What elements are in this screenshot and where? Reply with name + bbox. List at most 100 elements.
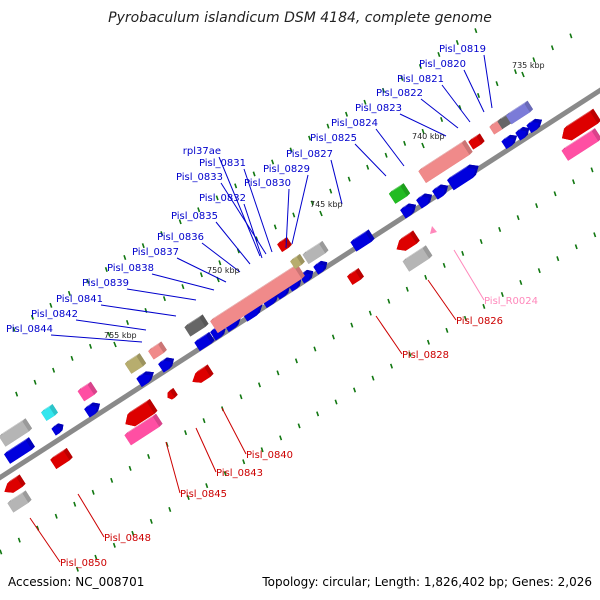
rail-tick <box>405 286 409 292</box>
gene-label-forward: Pisl_0833 <box>176 172 223 183</box>
rail-tick <box>252 171 256 177</box>
gene-0822 <box>447 164 479 191</box>
gene-0827 <box>350 229 375 252</box>
rail-tick <box>123 255 127 261</box>
kbp-label: 740 kbp <box>412 132 445 141</box>
rail-tick <box>110 477 114 483</box>
kbp-tick <box>521 71 525 78</box>
gene-label-forward: Pisl_0836 <box>157 232 204 243</box>
gene-label-forward: Pisl_0822 <box>376 88 423 99</box>
rail-tick <box>186 495 190 501</box>
gene-0850 <box>50 448 73 469</box>
rail-tick <box>292 212 296 218</box>
rail-tick <box>15 391 19 397</box>
label-leader-lines <box>29 54 493 563</box>
gene-0840 <box>347 268 364 285</box>
leader-line <box>220 182 267 255</box>
rail-tick <box>273 224 277 230</box>
leader-line <box>375 315 403 355</box>
leader-line <box>165 441 181 494</box>
gene-label-forward: rpl37ae <box>183 146 221 157</box>
leader-line <box>218 156 261 257</box>
leader-line <box>427 279 457 321</box>
gene-label-reverse: Pisl_0826 <box>456 316 503 327</box>
rail-tick <box>107 331 111 337</box>
gene-0819 <box>526 118 542 133</box>
gene-0845 <box>167 388 178 400</box>
rail-tick <box>223 471 227 477</box>
gene-0844 <box>84 402 100 418</box>
rail-tick <box>347 176 351 182</box>
rail-tick <box>70 355 74 361</box>
rail-tick <box>147 453 151 459</box>
rail-tick <box>442 262 446 268</box>
rail-tick <box>168 506 172 512</box>
rail-tick <box>381 87 385 93</box>
rail-tick <box>199 272 203 278</box>
gene-label-reverse: Pisl_0843 <box>216 468 263 479</box>
rail-tick <box>131 530 135 536</box>
rail-tick <box>125 319 130 325</box>
rail-tick <box>461 250 465 256</box>
leader-line <box>195 427 217 473</box>
rail-tick <box>403 140 407 146</box>
gene-label-reverse: Pisl_0840 <box>246 450 293 461</box>
pseudo-0835 <box>210 264 305 333</box>
rail-tick <box>463 315 467 321</box>
gene-label-reverse: Pisl_0848 <box>104 533 151 544</box>
rail-tick <box>279 435 283 441</box>
gene-label-reverse: Pisl_R0024 <box>484 296 538 307</box>
rail-tick <box>345 111 349 117</box>
rail-tick <box>0 549 3 555</box>
rail-tick <box>162 296 166 302</box>
rail-tick <box>535 203 539 209</box>
gene-label-forward: Pisl_0827 <box>286 149 333 160</box>
pseudo-0827 <box>277 237 292 252</box>
gene-label-forward: Pisl_0824 <box>331 118 378 129</box>
rail-tick <box>73 501 77 507</box>
rail-tick <box>474 28 478 34</box>
gene-label-forward: Pisl_0844 <box>6 324 53 335</box>
rail-tick <box>308 135 312 141</box>
leader-line <box>441 84 471 123</box>
kbp-tick <box>319 210 323 217</box>
gene-0843 <box>192 364 214 383</box>
rail-tick <box>218 260 222 266</box>
gray-0850 <box>7 490 32 513</box>
gray-0826 <box>402 245 433 272</box>
rail-tick <box>184 430 188 436</box>
rail-tick <box>553 191 557 197</box>
rail-tick <box>17 537 21 543</box>
leader-line <box>77 493 105 538</box>
gene-0841 <box>158 357 174 373</box>
kbp-tick <box>421 142 425 149</box>
gray-0846 <box>0 418 32 447</box>
rail-tick <box>12 326 16 332</box>
gene-0821 <box>501 134 517 149</box>
map-title: Pyrobaculum islandicum DSM 4184, complet… <box>108 10 492 26</box>
leader-line <box>126 288 197 301</box>
trna-0846 <box>41 404 58 421</box>
rail-tick <box>455 40 459 46</box>
gene-label-forward: Pisl_0835 <box>171 211 218 222</box>
gene-labels: Pisl_0819 Pisl_0820 Pisl_0821 Pisl_0822 Pisl… <box>6 44 538 569</box>
pseudo-0823 <box>418 140 473 183</box>
rail-tick <box>260 447 264 453</box>
rail-tick <box>498 227 502 233</box>
leader-line <box>221 407 247 455</box>
rail-tick <box>94 554 98 560</box>
gene-0851 <box>4 474 26 493</box>
rrna-0848 <box>124 413 163 446</box>
rail-tick <box>30 314 34 320</box>
rail-tick <box>482 303 486 309</box>
rail-tick <box>197 207 201 213</box>
leader-line <box>399 113 447 137</box>
leader-line <box>243 203 263 259</box>
gene-0825 <box>400 203 416 219</box>
gray-0836 <box>302 241 329 264</box>
gene-0820 <box>515 126 530 141</box>
leader-line <box>29 517 61 563</box>
rail-tick <box>112 542 116 548</box>
rail-tick <box>500 291 504 297</box>
